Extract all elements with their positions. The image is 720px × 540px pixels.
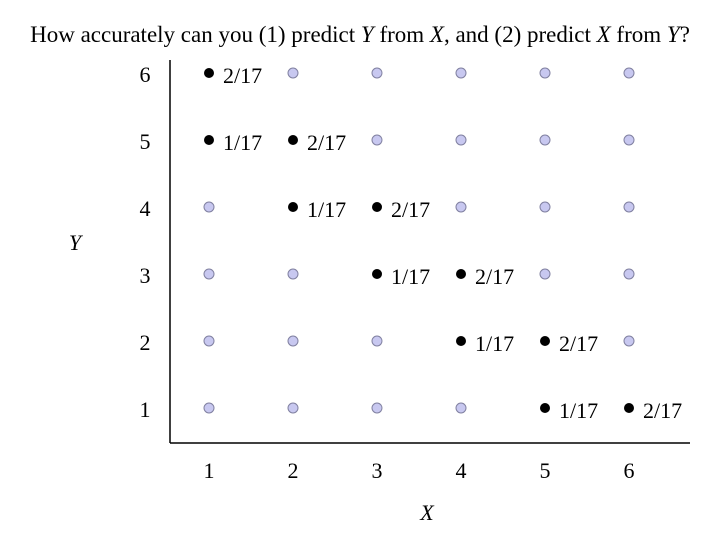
y-tick-label: 2 — [140, 330, 151, 355]
filled-point — [372, 202, 382, 212]
empty-point — [287, 402, 299, 414]
filled-point — [624, 403, 634, 413]
x-axis-label: X — [419, 500, 435, 525]
filled-point — [540, 403, 550, 413]
empty-point — [203, 335, 215, 347]
empty-point — [287, 67, 299, 79]
probability-label: 2/17 — [307, 130, 346, 155]
filled-point — [540, 336, 550, 346]
y-tick-label: 3 — [140, 263, 151, 288]
filled-point — [288, 202, 298, 212]
empty-point — [539, 134, 551, 146]
probability-label: 1/17 — [475, 331, 514, 356]
empty-point — [539, 67, 551, 79]
x-tick-label: 2 — [288, 458, 299, 483]
filled-point — [288, 135, 298, 145]
empty-point — [203, 402, 215, 414]
empty-point — [371, 67, 383, 79]
y-axis-label: Y — [69, 230, 84, 255]
filled-point — [204, 68, 214, 78]
x-tick-label: 4 — [456, 458, 467, 483]
diagram-title: How accurately can you (1) predict Y fro… — [30, 22, 690, 47]
probability-label: 1/17 — [391, 264, 430, 289]
x-tick-label: 5 — [540, 458, 551, 483]
empty-point — [287, 335, 299, 347]
empty-point — [287, 268, 299, 280]
x-tick-label: 6 — [624, 458, 635, 483]
probability-label: 1/17 — [559, 398, 598, 423]
probability-label: 2/17 — [475, 264, 514, 289]
y-tick-label: 5 — [140, 129, 151, 154]
y-tick-label: 6 — [140, 62, 151, 87]
empty-point — [539, 201, 551, 213]
filled-point — [372, 269, 382, 279]
empty-point — [623, 67, 635, 79]
filled-point — [204, 135, 214, 145]
empty-point — [623, 201, 635, 213]
empty-point — [203, 268, 215, 280]
y-tick-label: 1 — [140, 397, 151, 422]
empty-point — [455, 402, 467, 414]
probability-label: 1/17 — [223, 130, 262, 155]
empty-point — [371, 402, 383, 414]
empty-point — [371, 134, 383, 146]
empty-point — [623, 335, 635, 347]
probability-label: 1/17 — [307, 197, 346, 222]
probability-label: 2/17 — [223, 63, 262, 88]
empty-point — [455, 201, 467, 213]
empty-point — [203, 201, 215, 213]
probability-label: 2/17 — [559, 331, 598, 356]
x-tick-label: 1 — [204, 458, 215, 483]
y-tick-label: 4 — [140, 196, 151, 221]
filled-point — [456, 336, 466, 346]
empty-point — [455, 134, 467, 146]
empty-point — [539, 268, 551, 280]
empty-point — [623, 134, 635, 146]
probability-label: 2/17 — [643, 398, 682, 423]
empty-point — [371, 335, 383, 347]
empty-point — [455, 67, 467, 79]
probability-label: 2/17 — [391, 197, 430, 222]
empty-point — [623, 268, 635, 280]
x-tick-label: 3 — [372, 458, 383, 483]
filled-point — [456, 269, 466, 279]
